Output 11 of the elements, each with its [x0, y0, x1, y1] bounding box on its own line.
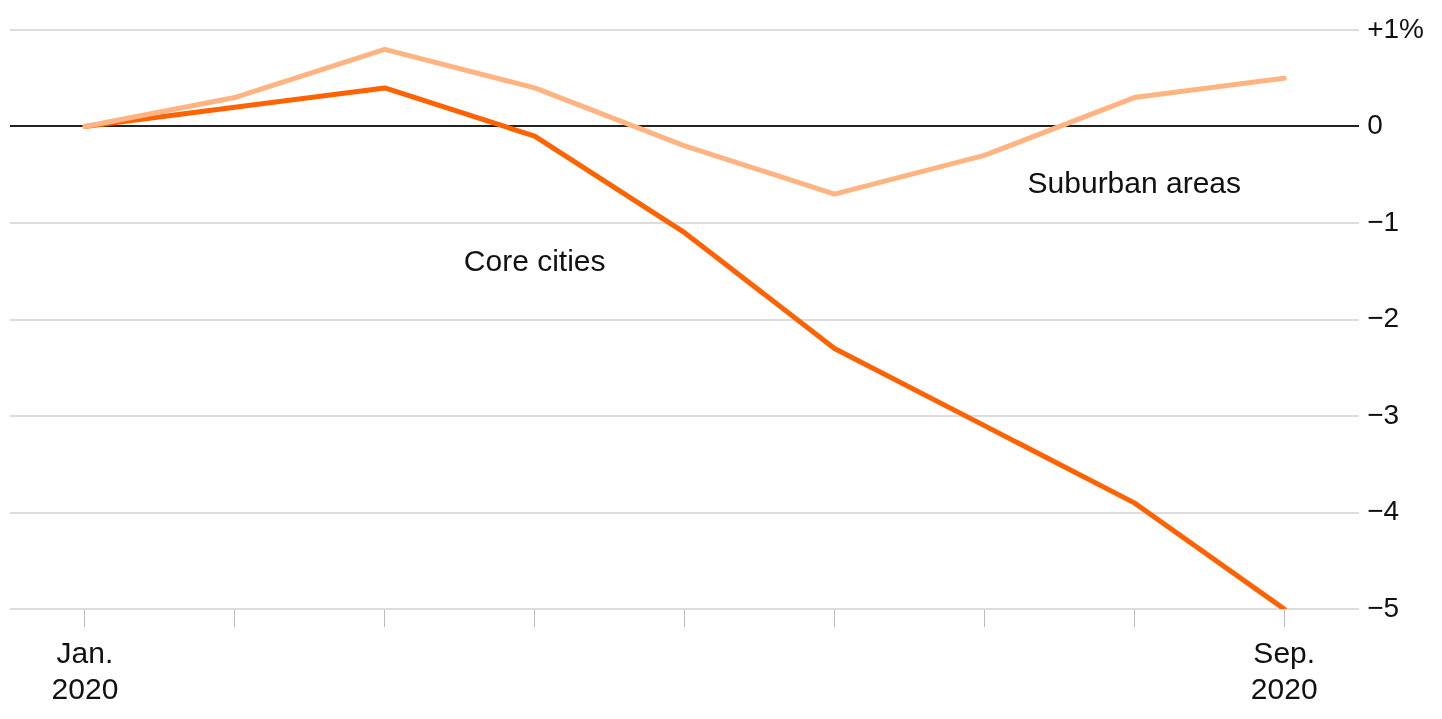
- y-tick-label: −3: [1367, 398, 1400, 430]
- y-tick-label: −5: [1367, 591, 1400, 623]
- y-tick-label: 0: [1367, 109, 1383, 141]
- series-label: Core cities: [463, 244, 606, 278]
- x-tick-label: Sep. 2020: [1250, 636, 1318, 706]
- y-tick-label: −2: [1367, 302, 1400, 334]
- series-label: Suburban areas: [1027, 165, 1242, 199]
- y-tick-label: +1%: [1367, 12, 1425, 44]
- y-tick-label: −4: [1367, 495, 1400, 527]
- y-tick-label: −1: [1367, 205, 1400, 237]
- x-tick-label: Jan. 2020: [51, 636, 119, 706]
